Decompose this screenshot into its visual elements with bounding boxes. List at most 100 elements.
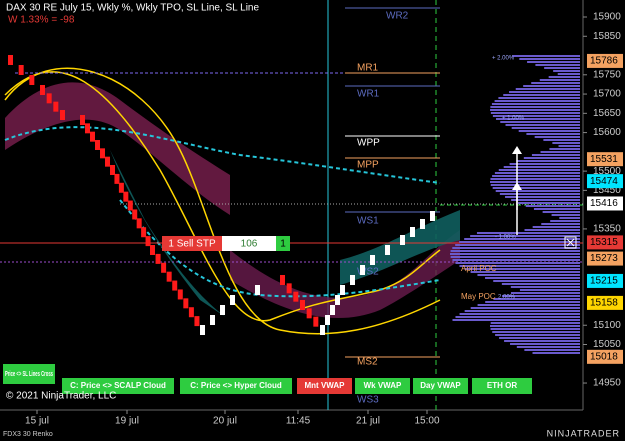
y-tick-label: 15600 bbox=[593, 127, 621, 138]
renko-brick bbox=[80, 115, 85, 125]
price-tag-label: 15416 bbox=[590, 198, 618, 209]
toggle-button[interactable] bbox=[180, 378, 292, 394]
volume-profile bbox=[450, 256, 580, 258]
renko-brick bbox=[410, 227, 415, 237]
y-tick-label: 15900 bbox=[593, 12, 621, 23]
renko-brick bbox=[95, 140, 100, 150]
renko-brick bbox=[105, 156, 110, 167]
volume-profile bbox=[559, 217, 580, 219]
volume-profile bbox=[493, 298, 580, 300]
renko-brick bbox=[90, 131, 95, 142]
volume-profile bbox=[541, 223, 580, 225]
volume-profile bbox=[510, 292, 580, 294]
price-tag bbox=[587, 349, 623, 364]
renko-brick bbox=[29, 75, 35, 85]
close-order[interactable] bbox=[566, 238, 575, 247]
price-tag bbox=[587, 174, 623, 189]
volume-profile bbox=[549, 148, 580, 150]
volume-profile bbox=[490, 325, 580, 327]
toggle-button[interactable] bbox=[297, 378, 352, 394]
pivot-label: WR2 bbox=[386, 11, 409, 22]
toggle-button-label[interactable]: C: Price <> SCALP Cloud bbox=[70, 381, 166, 390]
volume-profile bbox=[477, 304, 580, 306]
volume-profile bbox=[523, 85, 580, 87]
volume-profile bbox=[455, 316, 580, 318]
order-label[interactable]: 1 Sell STP bbox=[168, 239, 216, 250]
price-tag bbox=[587, 235, 623, 250]
toggle-button-label[interactable]: C: Price <> Hyper Cloud bbox=[190, 381, 282, 390]
volume-profile bbox=[498, 97, 580, 99]
pivot-label: MS2 bbox=[357, 357, 378, 368]
volume-profile bbox=[524, 349, 580, 351]
volume-profile bbox=[464, 310, 580, 312]
price-tag bbox=[587, 273, 623, 288]
volume-profile bbox=[551, 214, 580, 216]
toggle-button[interactable] bbox=[3, 364, 55, 384]
volume-profile bbox=[485, 301, 580, 303]
toggle-button-label[interactable]: Day VWAP bbox=[420, 381, 461, 390]
volume-profile bbox=[512, 55, 580, 57]
toggle-button[interactable] bbox=[413, 378, 468, 394]
order-qty[interactable]: 1 bbox=[280, 239, 286, 250]
volume-profile bbox=[500, 121, 580, 123]
order-qty[interactable] bbox=[276, 236, 290, 251]
pivot-label: WS2 bbox=[357, 267, 379, 278]
y-tick-label: 15050 bbox=[593, 339, 621, 350]
renko-brick bbox=[127, 200, 133, 211]
close-order[interactable] bbox=[564, 236, 577, 249]
toggle-button[interactable] bbox=[62, 378, 174, 394]
volume-profile bbox=[452, 247, 580, 249]
volume-profile bbox=[531, 154, 580, 156]
renko-brick bbox=[280, 275, 285, 285]
y-tick-label: 15850 bbox=[593, 31, 621, 42]
volume-profile bbox=[534, 136, 580, 138]
order-label[interactable] bbox=[162, 236, 222, 251]
volume-profile bbox=[455, 262, 580, 264]
toggle-button[interactable] bbox=[472, 378, 532, 394]
renko-brick bbox=[200, 325, 205, 335]
price-tag bbox=[587, 251, 623, 266]
renko-brick bbox=[8, 55, 13, 65]
volume-profile bbox=[503, 166, 580, 168]
volume-profile bbox=[509, 163, 580, 165]
volume-profile bbox=[526, 133, 580, 135]
renko-brick bbox=[18, 65, 24, 75]
volume-profile bbox=[504, 340, 580, 342]
toggle-button-label[interactable]: Price <> SL Lines Cross bbox=[5, 371, 53, 378]
volume-profile bbox=[525, 205, 580, 207]
renko-brick bbox=[85, 123, 90, 134]
volume-profile bbox=[501, 283, 580, 285]
volume-profile bbox=[524, 229, 580, 231]
price-tag-label: 15018 bbox=[590, 351, 618, 362]
toggle-button-label[interactable]: ETH OR bbox=[487, 381, 517, 390]
renko-brick bbox=[400, 235, 405, 245]
volume-profile bbox=[542, 211, 580, 213]
renko-brick bbox=[110, 165, 115, 175]
volume-profile bbox=[511, 199, 580, 201]
volume-profile bbox=[470, 271, 580, 273]
volume-profile bbox=[540, 151, 580, 153]
price-tag-label: 15786 bbox=[590, 56, 618, 67]
price-tag-label: 15273 bbox=[590, 253, 618, 264]
renko-brick bbox=[306, 308, 312, 319]
volume-profile bbox=[498, 169, 580, 171]
renko-brick bbox=[114, 173, 120, 184]
renko-brick bbox=[325, 315, 330, 325]
renko-brick bbox=[385, 245, 390, 255]
price-tag-label: 15315 bbox=[590, 237, 618, 248]
renko-brick bbox=[350, 275, 355, 285]
toggle-button[interactable] bbox=[355, 378, 410, 394]
volume-profile bbox=[492, 175, 580, 177]
volume-profile bbox=[455, 244, 580, 246]
price-tag-label: 15474 bbox=[590, 176, 618, 187]
renko-brick bbox=[320, 325, 325, 335]
volume-profile bbox=[490, 112, 580, 114]
volume-profile bbox=[494, 100, 580, 102]
volume-profile bbox=[531, 82, 580, 84]
volume-profile bbox=[558, 145, 580, 147]
toggle-button-label[interactable]: Mnt VWAP bbox=[305, 381, 346, 390]
renko-brick bbox=[145, 236, 151, 247]
toggle-button-label[interactable]: Wk VWAP bbox=[364, 381, 402, 390]
x-tick-label: 21 jul bbox=[356, 416, 380, 427]
